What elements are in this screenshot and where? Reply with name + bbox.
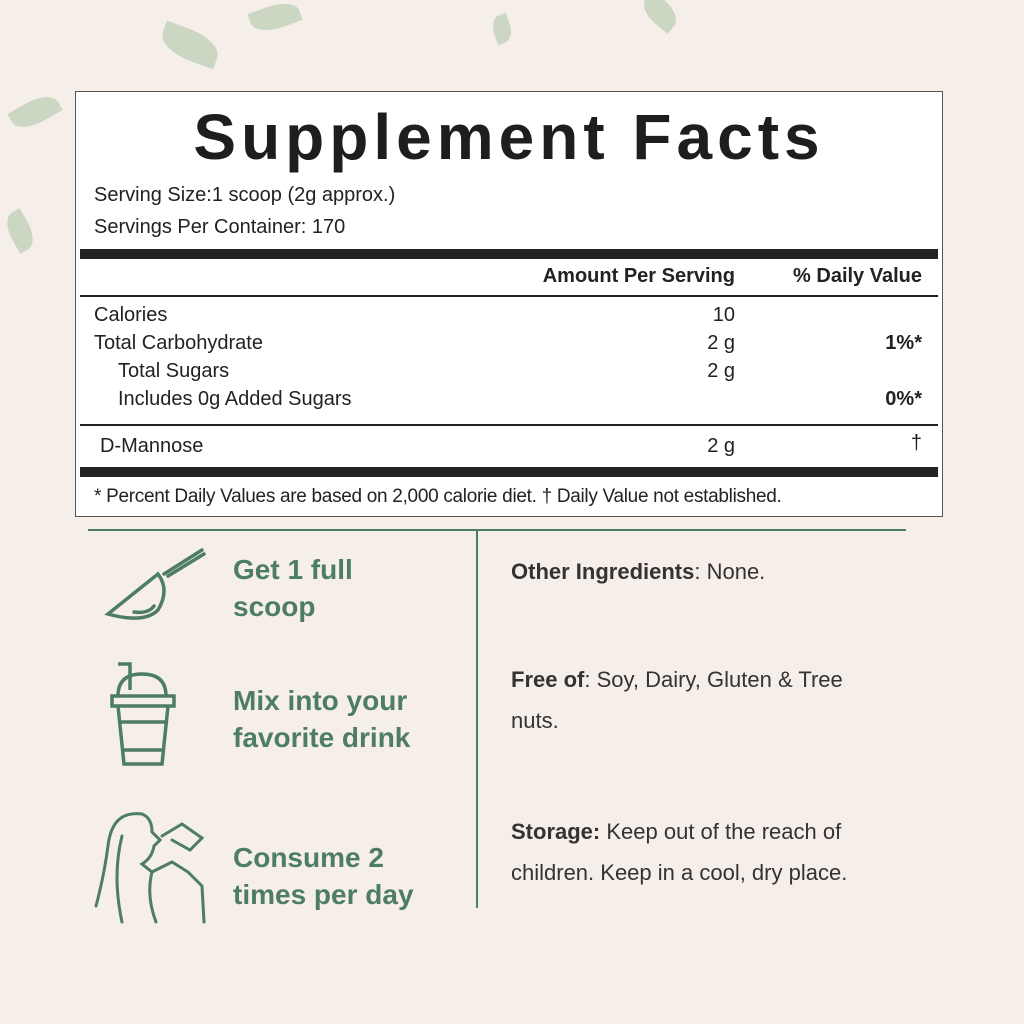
info-label: Other Ingredients [511,559,695,584]
header-amount: Amount Per Serving [542,265,735,287]
row-dv: † [910,432,922,454]
step-line: Get 1 full [233,554,353,585]
step-scoop: Get 1 full scoop [233,551,353,625]
info-label: Storage: [511,819,601,844]
thick-divider [80,249,938,259]
row-amount: 2 g [707,435,735,457]
info-text: : None. [694,559,766,584]
free-of: Free of: Soy, Dairy, Gluten & Tree nuts. [511,659,896,741]
row-dv: 0%* [885,388,922,410]
panel-title: Supplement Facts [193,101,825,173]
info-label: Free of [511,667,585,692]
serving-size: Serving Size:1 scoop (2g approx.) [94,184,396,206]
supplement-facts-panel: Supplement Facts Serving Size:1 scoop (2… [75,91,943,517]
leaf-decoration [0,208,40,254]
storage: Storage: Keep out of the reach of childr… [511,811,906,893]
row-name: Calories [94,304,168,326]
leaf-decoration [636,0,684,35]
woman-drinking-icon [94,812,206,924]
section-divider [88,529,906,531]
leaf-decoration [488,12,516,46]
other-ingredients: Other Ingredients: None. [511,551,911,592]
row-amount: 2 g [707,332,735,354]
leaf-decoration [7,89,63,135]
step-consume: Consume 2 times per day [233,839,414,913]
step-line: Mix into your [233,685,408,716]
step-mix: Mix into your favorite drink [233,682,410,756]
row-amount: 2 g [707,360,735,382]
row-name: Total Sugars [118,360,230,382]
info-text: Keep out of the reach of children. Keep … [511,819,848,885]
row-name: Includes 0g Added Sugars [118,388,352,410]
header-daily-value: % Daily Value [793,265,922,287]
leaf-decoration [247,0,303,37]
footnote: * Percent Daily Values are based on 2,00… [94,486,782,507]
divider [80,424,938,426]
column-divider [476,531,478,908]
servings-per-container: Servings Per Container: 170 [94,216,346,238]
leaf-decoration [156,20,224,70]
row-name: D-Mannose [100,435,204,457]
info-text: : Soy, Dairy, Gluten & Tree nuts. [511,667,843,733]
scoop-icon [104,548,206,620]
step-line: scoop [233,591,316,622]
row-name: Total Carbohydrate [94,332,263,354]
row-amount: 10 [712,304,735,326]
drink-cup-icon [110,662,176,766]
step-line: times per day [233,879,414,910]
divider [80,295,938,297]
step-line: Consume 2 [233,842,384,873]
step-line: favorite drink [233,722,411,753]
thick-divider [80,467,938,477]
row-dv: 1%* [885,332,922,354]
